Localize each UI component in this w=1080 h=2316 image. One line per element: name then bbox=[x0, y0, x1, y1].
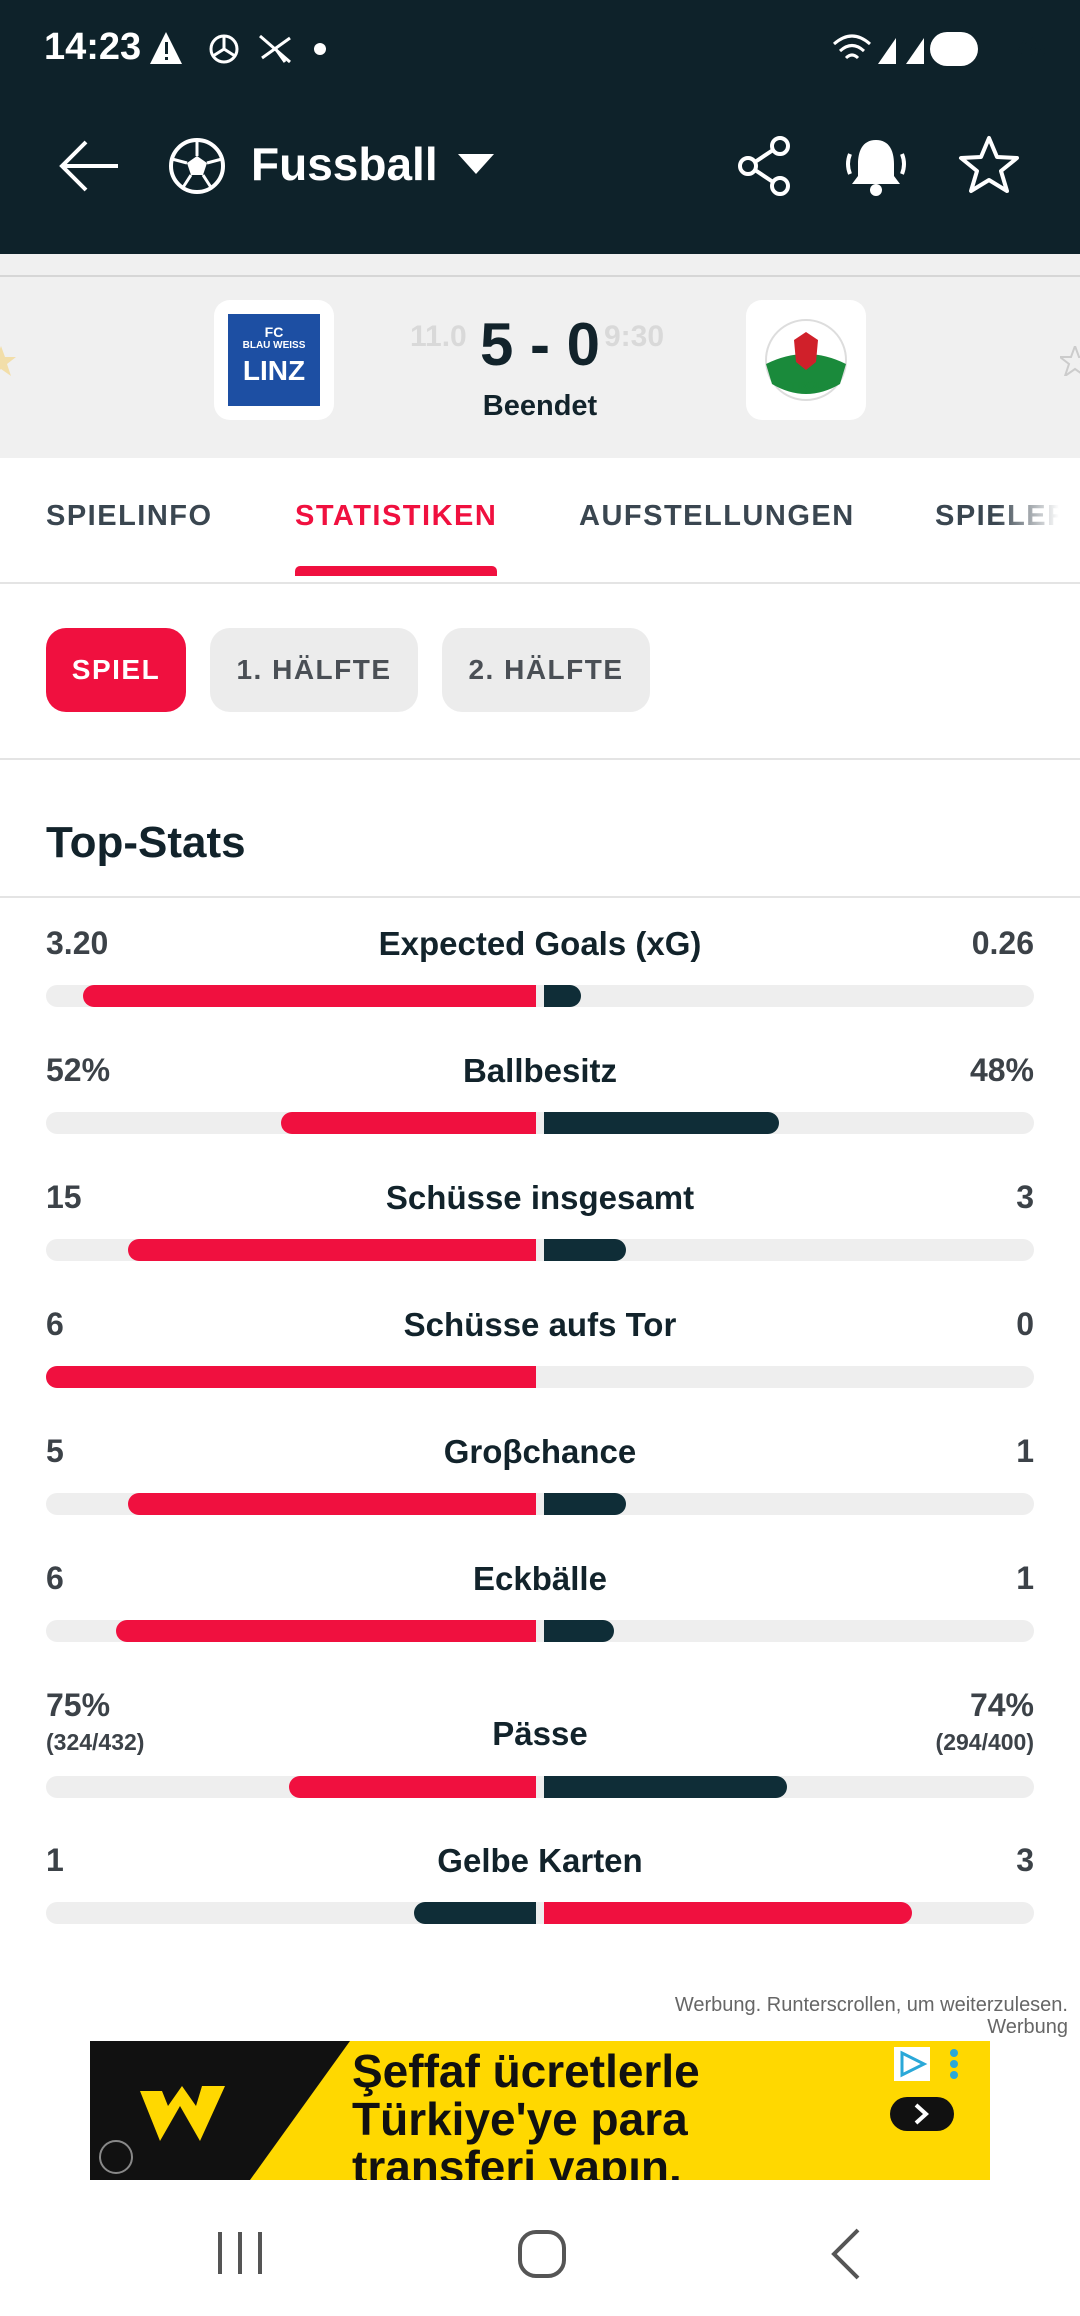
period-tab[interactable]: 1. HÄLFTE bbox=[210, 628, 418, 712]
date-fragment: 11.0 bbox=[410, 320, 467, 353]
score: 5 - 0 bbox=[479, 311, 601, 378]
away-detail: (294/400) bbox=[935, 1729, 1034, 1755]
away-value: 48% bbox=[969, 1052, 1034, 1088]
home-bar bbox=[82, 985, 536, 1007]
away-value: 0 bbox=[1016, 1306, 1034, 1342]
away-bar bbox=[544, 1112, 780, 1134]
favorite-button[interactable] bbox=[958, 134, 1020, 196]
home-logo[interactable]: FC BLAU WEISS LINZ bbox=[214, 300, 334, 420]
divider bbox=[0, 896, 1080, 898]
tab[interactable]: SPIELINFO bbox=[46, 500, 213, 532]
battery: 78 bbox=[1012, 31, 1046, 64]
home-value: 15 bbox=[46, 1179, 82, 1215]
ad-label: Werbung bbox=[987, 2016, 1068, 2038]
sport-title[interactable]: Fussball bbox=[251, 138, 438, 190]
away-value: 0.26 bbox=[971, 925, 1034, 961]
divider bbox=[0, 582, 1080, 584]
stat-name: Pässe bbox=[492, 1715, 588, 1752]
nav-home[interactable] bbox=[518, 2230, 566, 2278]
away-bar bbox=[544, 1776, 788, 1798]
ad-banner[interactable]: Şeffaf ücretlerle Türkiye'ye para transf… bbox=[90, 2041, 990, 2180]
stat-name: Groβchance bbox=[443, 1433, 637, 1470]
home-bar bbox=[116, 1620, 536, 1642]
stat-name: Eckbälle bbox=[473, 1560, 607, 1597]
away-bar bbox=[544, 1239, 626, 1261]
status-icons bbox=[150, 32, 326, 64]
stat-name: Gelbe Karten bbox=[437, 1842, 643, 1879]
logo-badge bbox=[765, 319, 847, 401]
faded-star bbox=[1060, 346, 1080, 376]
tab-indicator bbox=[295, 566, 498, 576]
logo-text: FC bbox=[264, 324, 284, 340]
home-bar bbox=[127, 1239, 536, 1261]
tab[interactable]: AUFSTELLUNGEN bbox=[579, 500, 855, 532]
stat-name: Expected Goals (xG) bbox=[378, 925, 702, 962]
share-button[interactable] bbox=[736, 136, 794, 196]
system-icons bbox=[833, 32, 978, 66]
away-logo[interactable]: TIROL bbox=[746, 300, 866, 420]
tab[interactable]: SPIELER bbox=[935, 500, 1059, 532]
stat-name: Schüsse insgesamt bbox=[385, 1179, 695, 1216]
section-title: Top-Stats bbox=[46, 818, 246, 867]
home-bar bbox=[127, 1493, 536, 1515]
home-value: 3.20 bbox=[46, 925, 109, 961]
app-header: 14:23 78 Fussball bbox=[0, 0, 1080, 254]
period-tab[interactable]: 2. HÄLFTE bbox=[442, 628, 650, 712]
match-header: FC BLAU WEISS LINZ TIROL 11.0 9:30 5 - 0… bbox=[0, 254, 1080, 458]
nav-recents[interactable] bbox=[218, 2232, 262, 2274]
bar-track bbox=[46, 1112, 1034, 1134]
home-value: 52% bbox=[46, 1052, 111, 1088]
ad-text: Şeffaf ücretlerle Türkiye'ye para transf… bbox=[352, 2047, 700, 2180]
home-bar bbox=[281, 1112, 536, 1134]
home-value: 1 bbox=[46, 1842, 64, 1878]
ad-line: Türkiye'ye para bbox=[352, 2093, 688, 2145]
away-bar bbox=[544, 1620, 614, 1642]
bar-track bbox=[46, 1776, 1034, 1798]
ad-line: Şeffaf ücretlerle bbox=[352, 2045, 700, 2097]
period-tab[interactable]: SPIEL bbox=[46, 628, 186, 712]
divider bbox=[0, 758, 1080, 760]
notification-button[interactable] bbox=[842, 134, 910, 198]
clock: 14:23 bbox=[44, 26, 142, 68]
logo-text: TIROL bbox=[789, 380, 823, 392]
away-bar bbox=[544, 1493, 626, 1515]
home-value: 75% bbox=[46, 1687, 111, 1723]
nav-bar bbox=[218, 2228, 860, 2280]
away-value: 3 bbox=[1016, 1842, 1034, 1878]
ad-logo bbox=[90, 2041, 350, 2180]
home-bar bbox=[289, 1776, 536, 1798]
stat-name: Ballbesitz bbox=[462, 1052, 618, 1089]
dropdown[interactable] bbox=[458, 154, 494, 176]
away-value: 3 bbox=[1016, 1179, 1034, 1215]
home-bar bbox=[413, 1902, 536, 1924]
away-value: 74% bbox=[969, 1687, 1034, 1723]
logo-text: BLAU WEISS bbox=[242, 340, 306, 351]
away-value: 1 bbox=[1016, 1560, 1034, 1596]
home-detail: (324/432) bbox=[46, 1729, 145, 1755]
sport-icon bbox=[169, 138, 225, 194]
nav-back[interactable] bbox=[831, 2228, 860, 2280]
divider bbox=[0, 275, 1080, 277]
logo-text: LINZ bbox=[242, 355, 306, 386]
tab[interactable]: STATISTIKEN bbox=[295, 500, 498, 532]
home-value: 5 bbox=[46, 1433, 64, 1469]
logo-badge: FC BLAU WEISS LINZ bbox=[228, 314, 320, 406]
time-fragment: 9:30 bbox=[604, 320, 665, 353]
ad-notice: Werbung. Runterscrollen, um weiterzulese… bbox=[674, 1994, 1068, 2016]
away-bar bbox=[544, 985, 581, 1007]
ad-icons bbox=[890, 2047, 958, 2131]
home-value: 6 bbox=[46, 1306, 64, 1342]
away-value: 1 bbox=[1016, 1433, 1034, 1469]
faded-star bbox=[0, 346, 16, 376]
home-value: 6 bbox=[46, 1560, 64, 1596]
home-bar bbox=[46, 1366, 536, 1388]
stat-name: Schüsse aufs Tor bbox=[403, 1306, 677, 1343]
match-status: Beendet bbox=[482, 390, 598, 422]
away-bar bbox=[544, 1902, 912, 1924]
ad-line: transferi yapın. bbox=[352, 2141, 682, 2180]
back-button[interactable] bbox=[58, 138, 122, 194]
